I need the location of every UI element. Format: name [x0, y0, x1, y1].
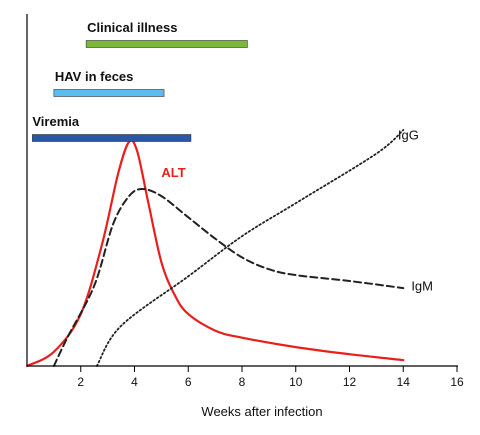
x-tick-label-4: 4 — [131, 375, 138, 389]
axes — [26, 14, 458, 367]
series-igm-line — [52, 187, 405, 367]
bar-clinical-illness — [85, 40, 248, 48]
bar-hav-in-feces — [53, 89, 165, 97]
x-tick-label-14: 14 — [397, 375, 411, 389]
x-axis-label: Weeks after infection — [201, 404, 322, 419]
bar-label-viremia: Viremia — [32, 114, 80, 129]
phase-bars: Clinical illness HAV in feces Viremia — [32, 20, 248, 142]
series-label-igg: IgG — [398, 127, 419, 142]
bar-label-hav-in-feces: HAV in feces — [55, 69, 134, 84]
x-tick-label-2: 2 — [77, 375, 84, 389]
bar-viremia — [32, 134, 192, 142]
series-alt-line — [25, 139, 405, 368]
x-tick-label-8: 8 — [239, 375, 246, 389]
series-label-alt: ALT — [161, 165, 185, 180]
x-tick-label-6: 6 — [185, 375, 192, 389]
x-tick-label-12: 12 — [343, 375, 357, 389]
series-label-igm: IgM — [411, 278, 433, 293]
x-tick-label-16: 16 — [450, 375, 464, 389]
bar-label-clinical-illness: Clinical illness — [87, 20, 177, 35]
x-tick-label-10: 10 — [289, 375, 303, 389]
plot-area: ALT IgM IgG — [25, 127, 433, 368]
x-axis-ticks: 2 4 6 8 10 12 14 16 — [77, 366, 464, 389]
series-igg-line — [96, 129, 405, 367]
